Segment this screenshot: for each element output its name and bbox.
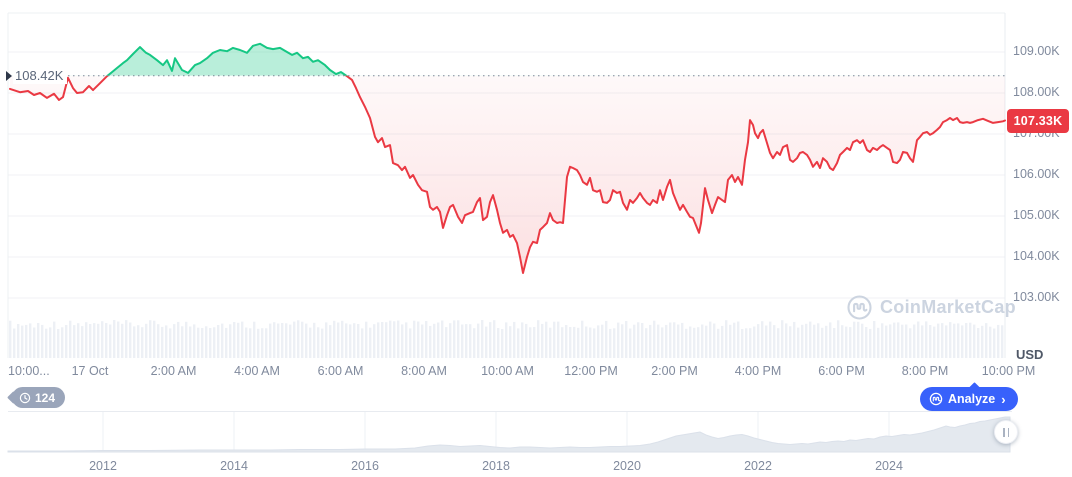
annotation-count: 124 [35, 390, 56, 405]
chevron-right-icon: › [1001, 391, 1006, 407]
price-area-down [9, 75, 1006, 274]
price-axis-tick: 106.00K [1013, 167, 1060, 181]
time-axis-tick: 10:00... [8, 364, 50, 378]
navigator-resize-handle[interactable] [994, 420, 1018, 444]
navigator-year-tick: 2018 [482, 459, 510, 473]
price-area-up [106, 42, 349, 76]
time-axis-tick: 10:00 AM [481, 364, 534, 378]
prev-close-marker-icon [6, 71, 12, 81]
price-axis-tick: 104.00K [1013, 249, 1060, 263]
navigator-year-tick: 2020 [613, 459, 641, 473]
history-clock-icon [19, 392, 31, 403]
time-axis-tick: 12:00 PM [564, 364, 618, 378]
time-axis-tick: 17 Oct [71, 364, 109, 378]
handle-grip-bar [1007, 427, 1009, 437]
watermark-text: CoinMarketCap [880, 297, 1016, 317]
navigator-year-tick: 2012 [89, 459, 117, 473]
price-axis-tick: 109.00K [1013, 44, 1060, 58]
handle-grip-bar [1003, 427, 1005, 437]
price-axis-tick: 108.00K [1013, 85, 1060, 99]
coinmarketcap-logo-icon [929, 392, 943, 406]
analyze-button-label: Analyze [948, 392, 996, 406]
coinmarketcap-watermark: CoinMarketCap [846, 294, 1016, 321]
time-axis-tick: 2:00 AM [150, 364, 197, 378]
price-axis-tick: 103.00K [1013, 290, 1060, 304]
time-axis-tick: 4:00 AM [234, 364, 280, 378]
time-axis-tick: 2:00 PM [651, 364, 698, 378]
price-axis-tick: 105.00K [1013, 208, 1060, 222]
prev-close-price-label: 108.42K [13, 67, 68, 84]
time-axis-tick: 8:00 PM [901, 364, 949, 378]
time-axis-tick: 6:00 AM [317, 364, 364, 378]
coinmarketcap-logo-icon [847, 295, 872, 320]
annotation-count-badge[interactable]: 124 [7, 387, 66, 408]
navigator-area[interactable] [7, 416, 1011, 453]
time-axis-tick: 10:00 PM [981, 364, 1036, 378]
time-axis-tick: 4:00 PM [734, 364, 782, 378]
navigator-year-tick: 2022 [744, 459, 772, 473]
navigator-year-tick: 2014 [220, 459, 248, 473]
time-axis-tick: 8:00 AM [401, 364, 447, 378]
navigator-year-tick: 2024 [875, 459, 903, 473]
volume-bars [9, 320, 1004, 358]
analyze-button[interactable]: Analyze › [920, 382, 1018, 411]
current-price-badge: 107.33K [1007, 109, 1069, 133]
price-axis-unit: USD [1016, 347, 1044, 362]
navigator-year-tick: 2016 [351, 459, 379, 473]
time-axis-tick: 6:00 PM [818, 364, 865, 378]
